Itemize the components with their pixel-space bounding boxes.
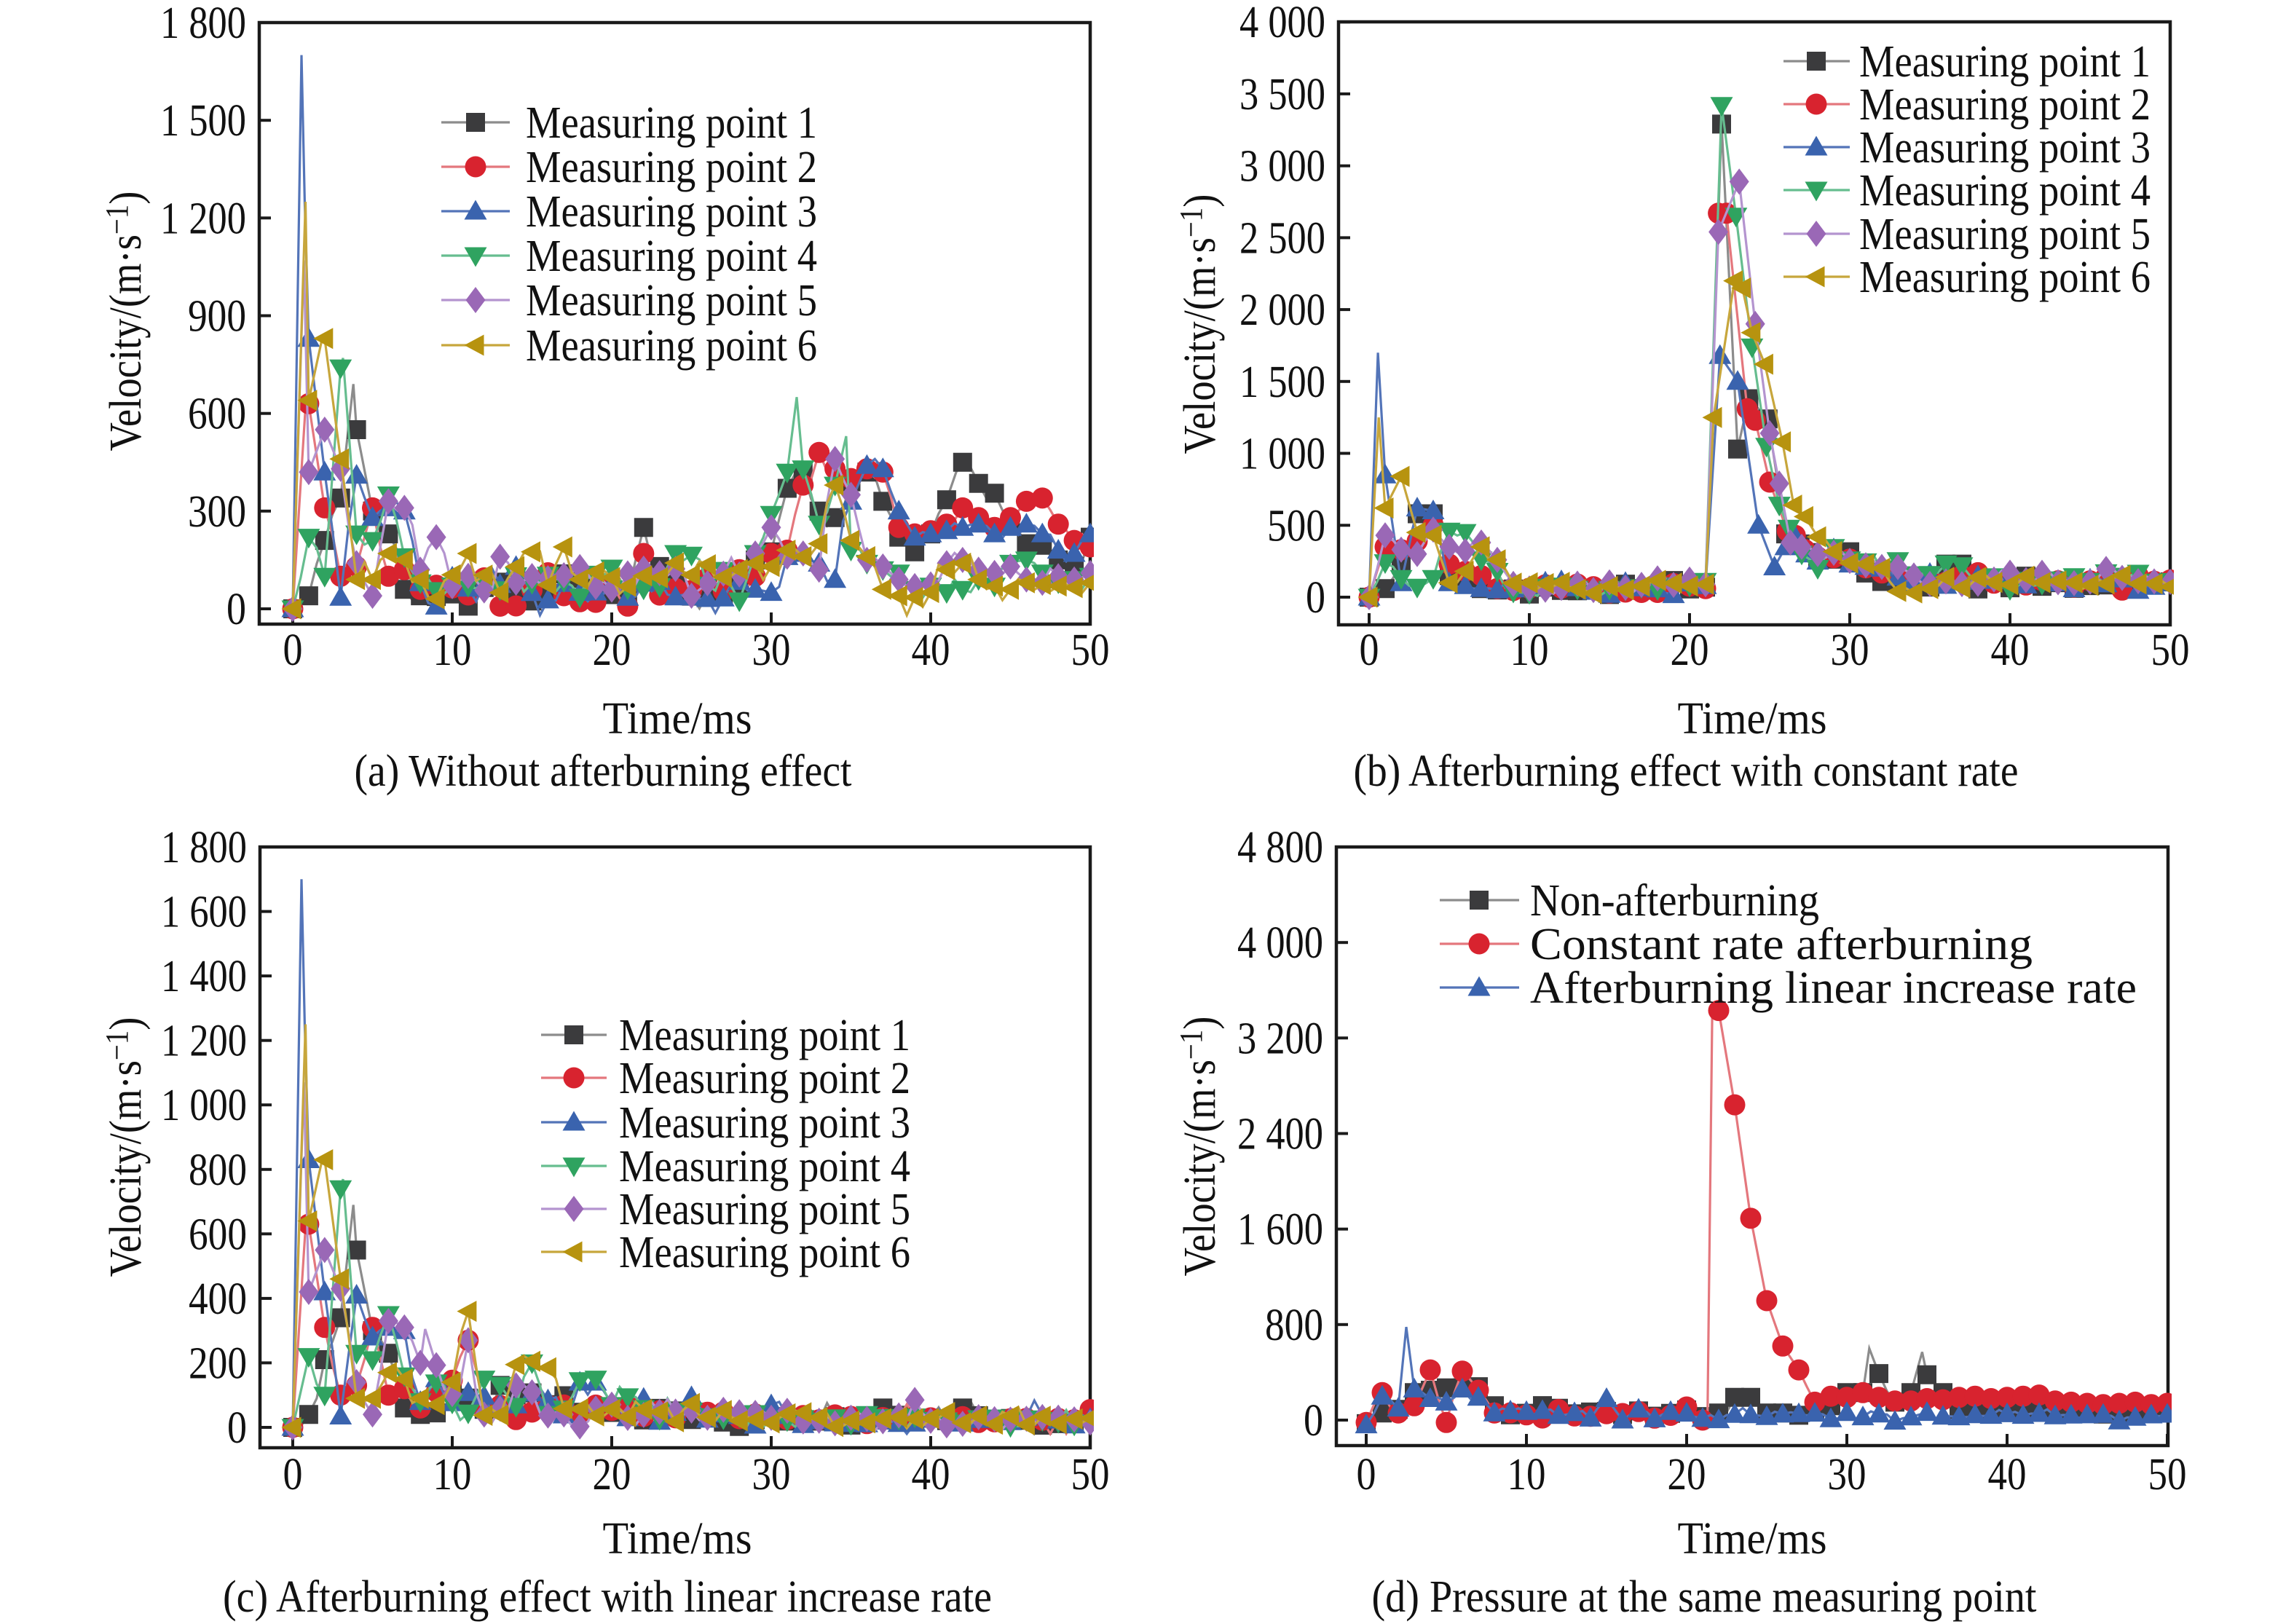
svg-text:0: 0 (1306, 573, 1325, 623)
svg-text:600: 600 (188, 390, 246, 439)
svg-text:Velocity/(m·s−1): Velocity/(m·s−1) (1173, 194, 1225, 454)
svg-text:1 600: 1 600 (1237, 1205, 1323, 1255)
svg-text:Measuring point 5: Measuring point 5 (1859, 210, 2151, 259)
svg-text:0: 0 (226, 585, 246, 634)
svg-text:600: 600 (189, 1210, 247, 1259)
svg-text:Measuring point 1: Measuring point 1 (1859, 37, 2151, 87)
svg-text:(c) Afterburning effect with l: (c) Afterburning effect with linear incr… (223, 1572, 992, 1622)
svg-text:(d) Pressure at the same measu: (d) Pressure at the same measuring point (1372, 1572, 2037, 1622)
svg-text:800: 800 (1265, 1301, 1323, 1350)
svg-text:1 500: 1 500 (160, 96, 246, 146)
svg-text:Velocity/(m·s−1): Velocity/(m·s−1) (1173, 1017, 1225, 1277)
svg-text:Measuring point 3: Measuring point 3 (619, 1098, 910, 1148)
svg-text:4 000: 4 000 (1237, 918, 1323, 968)
svg-text:Velocity/(m·s−1): Velocity/(m·s−1) (99, 192, 151, 452)
svg-text:Measuring point 6: Measuring point 6 (1859, 253, 2151, 302)
svg-text:800: 800 (189, 1146, 247, 1195)
svg-text:Non-afterburning: Non-afterburning (1530, 876, 1819, 926)
svg-text:30: 30 (1828, 1450, 1867, 1499)
svg-text:20: 20 (1668, 1450, 1706, 1499)
svg-text:(a) Without afterburning effec: (a) Without afterburning effect (355, 746, 852, 796)
svg-text:4 800: 4 800 (1237, 823, 1323, 872)
svg-text:10: 10 (1507, 1450, 1546, 1499)
svg-text:1 800: 1 800 (160, 0, 246, 48)
svg-text:300: 300 (188, 487, 246, 537)
svg-text:50: 50 (2151, 626, 2190, 675)
svg-text:1 000: 1 000 (1239, 430, 1325, 479)
svg-text:30: 30 (1831, 626, 1869, 675)
svg-text:40: 40 (1991, 626, 2030, 675)
svg-text:0: 0 (227, 1403, 247, 1453)
svg-text:40: 40 (912, 626, 950, 675)
svg-text:50: 50 (1071, 1450, 1110, 1499)
svg-text:4 000: 4 000 (1239, 0, 1325, 47)
svg-text:0: 0 (1304, 1396, 1323, 1446)
svg-text:Measuring point 2: Measuring point 2 (619, 1054, 910, 1103)
svg-text:10: 10 (433, 1450, 472, 1499)
svg-text:1 200: 1 200 (160, 194, 246, 243)
svg-text:2 500: 2 500 (1239, 213, 1325, 263)
svg-text:Measuring point 1: Measuring point 1 (526, 98, 817, 148)
svg-text:0: 0 (1360, 626, 1379, 675)
svg-text:900: 900 (188, 292, 246, 342)
svg-text:1 600: 1 600 (161, 888, 247, 937)
svg-text:3 200: 3 200 (1237, 1014, 1323, 1063)
svg-text:Measuring point 4: Measuring point 4 (619, 1142, 910, 1191)
svg-text:0: 0 (1357, 1450, 1376, 1499)
svg-text:3 000: 3 000 (1239, 142, 1325, 192)
svg-text:Measuring point 4: Measuring point 4 (1859, 166, 2151, 216)
svg-text:30: 30 (752, 626, 791, 675)
svg-text:Constant rate afterburning: Constant rate afterburning (1530, 920, 2033, 969)
svg-text:30: 30 (752, 1450, 791, 1499)
svg-text:Measuring point 5: Measuring point 5 (619, 1185, 910, 1234)
svg-text:40: 40 (1988, 1450, 2027, 1499)
svg-text:Measuring point 1: Measuring point 1 (619, 1011, 910, 1060)
svg-text:1 200: 1 200 (161, 1017, 247, 1066)
svg-text:Measuring point 3: Measuring point 3 (526, 187, 817, 237)
svg-text:Measuring point 6: Measuring point 6 (619, 1228, 910, 1277)
svg-text:20: 20 (593, 626, 631, 675)
svg-text:0: 0 (283, 626, 303, 675)
svg-text:Time/ms: Time/ms (1678, 694, 1827, 744)
svg-text:Time/ms: Time/ms (1678, 1514, 1827, 1564)
svg-text:20: 20 (593, 1450, 631, 1499)
svg-text:500: 500 (1267, 501, 1325, 551)
svg-text:1 500: 1 500 (1239, 358, 1325, 407)
svg-text:50: 50 (1071, 626, 1110, 675)
svg-text:10: 10 (433, 626, 472, 675)
svg-text:Time/ms: Time/ms (603, 694, 752, 744)
svg-text:20: 20 (1671, 626, 1709, 675)
svg-text:1 800: 1 800 (161, 823, 247, 872)
svg-text:Measuring point 6: Measuring point 6 (526, 321, 817, 371)
svg-text:400: 400 (189, 1274, 247, 1324)
svg-text:Measuring point 5: Measuring point 5 (526, 276, 817, 326)
svg-text:1 000: 1 000 (161, 1081, 247, 1130)
svg-text:Velocity/(m·s−1): Velocity/(m·s−1) (99, 1017, 151, 1277)
svg-text:10: 10 (1510, 626, 1549, 675)
svg-text:1 400: 1 400 (161, 952, 247, 1001)
svg-text:40: 40 (912, 1450, 950, 1499)
svg-text:Time/ms: Time/ms (603, 1514, 752, 1564)
svg-text:Measuring point 2: Measuring point 2 (1859, 80, 2151, 130)
svg-text:2 400: 2 400 (1237, 1110, 1323, 1159)
svg-text:Measuring point 4: Measuring point 4 (526, 232, 817, 281)
svg-text:Afterburning linear increase r: Afterburning linear increase rate (1530, 963, 2137, 1013)
svg-text:(b) Afterburning effect with c: (b) Afterburning effect with constant ra… (1354, 746, 2019, 796)
svg-text:0: 0 (283, 1450, 303, 1499)
svg-text:200: 200 (189, 1339, 247, 1388)
svg-text:3 500: 3 500 (1239, 70, 1325, 119)
svg-text:50: 50 (2148, 1450, 2187, 1499)
svg-text:Measuring point 3: Measuring point 3 (1859, 123, 2151, 173)
svg-text:2 000: 2 000 (1239, 285, 1325, 335)
svg-text:Measuring point 2: Measuring point 2 (526, 143, 817, 192)
